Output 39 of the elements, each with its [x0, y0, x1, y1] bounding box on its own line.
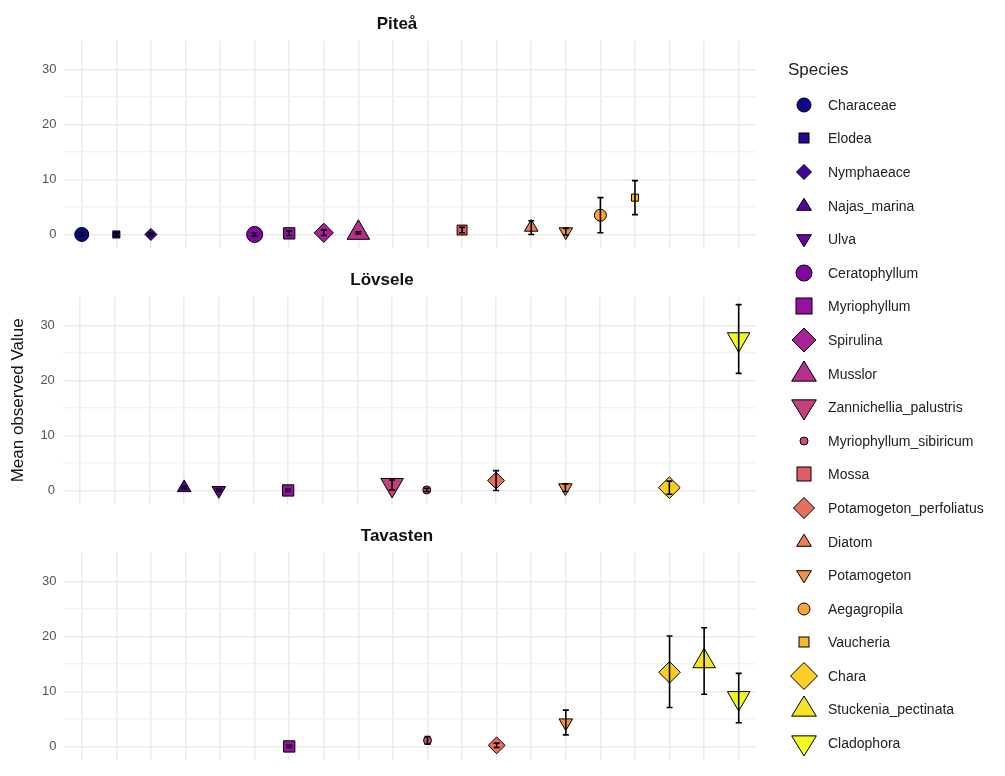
y-tick-label: 30 — [41, 573, 57, 589]
legend-label: Ulva — [828, 231, 857, 248]
legend-label: Najas_marina — [828, 197, 915, 214]
y-tick-label: 0 — [47, 482, 55, 498]
legend-title: Species — [788, 60, 850, 80]
legend-label: Vaucheria — [828, 634, 891, 651]
point — [313, 222, 334, 243]
legend-label: Aegagropila — [828, 600, 903, 617]
y-tick-label: 30 — [41, 61, 57, 77]
chart-title: Lövsele — [350, 269, 414, 289]
legend-label: Elodea — [828, 130, 872, 147]
y-tick-label: 10 — [41, 171, 57, 187]
legend-label: Musslor — [828, 365, 878, 382]
legend-label: Diatom — [828, 533, 873, 550]
legend-label: Cladophora — [828, 735, 901, 752]
legend-label: Nymphaeace — [828, 163, 911, 180]
y-tick-label: 30 — [40, 317, 55, 333]
y-tick-label: 10 — [40, 427, 55, 443]
y-tick-label: 10 — [41, 683, 57, 699]
legend-label: Zannichellia_palustris — [828, 399, 963, 416]
legend-label: Stuckenia_pectinata — [828, 701, 955, 718]
chart-title: Tavasten — [360, 525, 434, 545]
y-tick-label: 0 — [49, 226, 57, 242]
legend-label: Potamogeton — [828, 567, 912, 584]
y-tick-label: 20 — [41, 116, 57, 132]
y-tick-label: 20 — [41, 628, 57, 644]
y-tick-label: 0 — [49, 738, 57, 754]
legend-label: Chara — [828, 667, 867, 684]
legend-label: Ceratophyllum — [828, 264, 919, 281]
legend-label: Potamogeton_perfoliatus — [828, 499, 984, 516]
point — [726, 332, 751, 353]
y-tick-label: 20 — [40, 372, 55, 388]
legend-label: Myriophyllum_sibiricum — [828, 432, 974, 449]
legend-label: Mossa — [828, 466, 870, 483]
legend-label: Myriophyllum — [828, 298, 911, 315]
legend-label: Characeae — [828, 96, 897, 113]
y-axis-title: Mean observed Value — [7, 318, 27, 483]
chart-title: Piteå — [376, 13, 418, 33]
legend-label: Spirulina — [828, 331, 883, 348]
